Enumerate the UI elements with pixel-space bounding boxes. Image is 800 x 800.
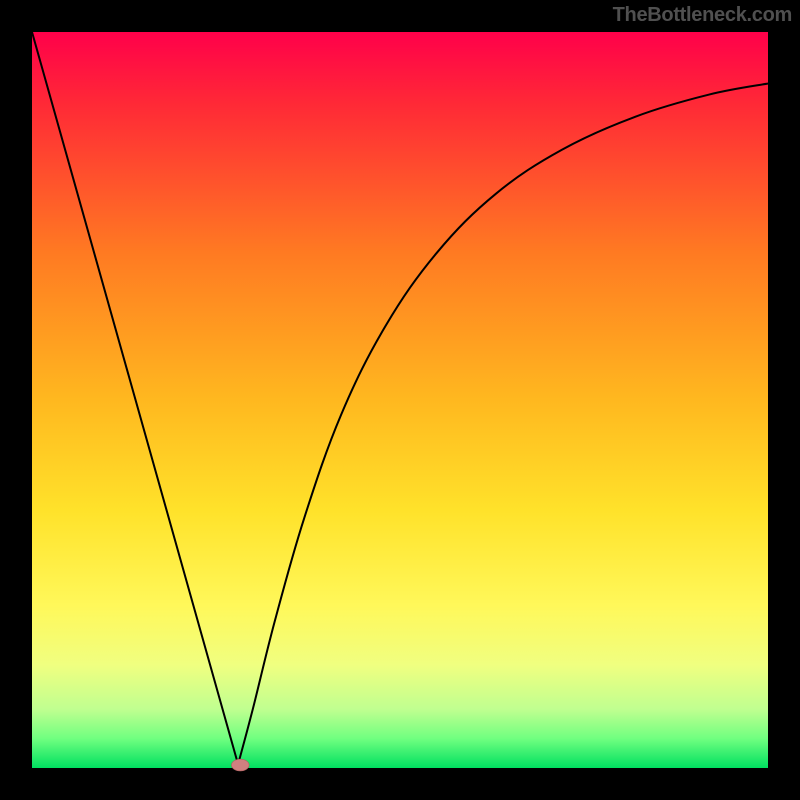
plot-background	[32, 32, 768, 768]
watermark-text: TheBottleneck.com	[613, 4, 792, 27]
minimum-marker	[231, 759, 249, 771]
chart-canvas: TheBottleneck.com	[0, 0, 800, 800]
bottleneck-chart	[0, 0, 800, 800]
